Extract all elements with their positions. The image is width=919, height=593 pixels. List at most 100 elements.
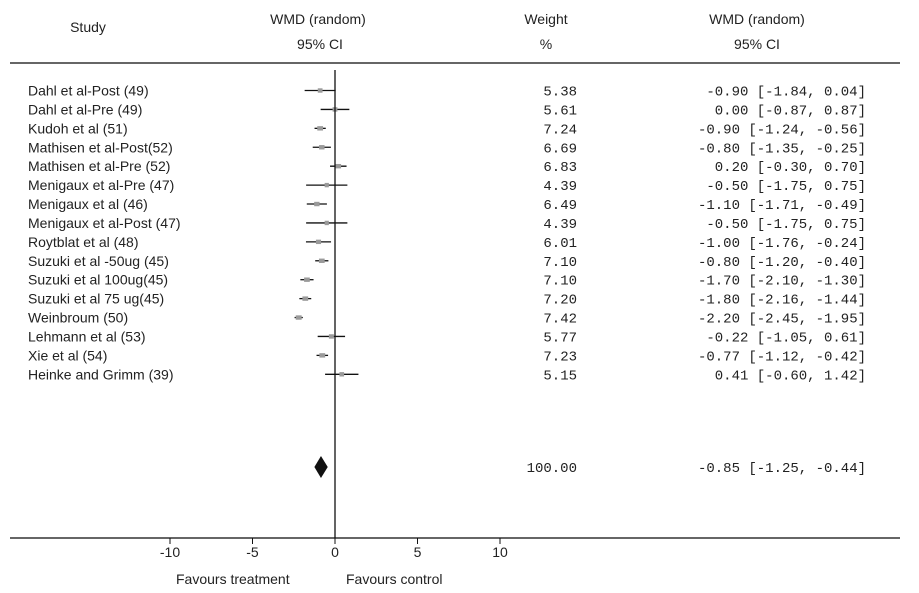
point-estimate-marker [304, 277, 310, 282]
weight-value: 7.24 [543, 122, 577, 138]
header-study: Study [70, 19, 106, 35]
wmd-ci-text: -2.20 [-2.45, -1.95] [698, 312, 866, 328]
pooled-row: 100.00 -0.85 [-1.25, -0.44] [314, 456, 866, 478]
point-estimate-marker [317, 126, 324, 131]
study-name: Dahl et al-Post (49) [28, 83, 149, 99]
study-name: Suzuki et al 75 ug(45) [28, 291, 164, 307]
wmd-ci-text: -0.90 [-1.24, -0.56] [698, 122, 866, 138]
wmd-ci-text: -0.80 [-1.35, -0.25] [698, 141, 866, 157]
weight-value: 6.49 [543, 198, 577, 214]
study-rows: Dahl et al-Post (49) 5.38 -0.90 [-1.84, 0.… [28, 83, 866, 478]
study-row: Suzuki et al 100ug(45) 7.10 -1.70 [-2.10, … [28, 272, 866, 290]
x-tick-label: 10 [492, 544, 508, 560]
point-estimate-marker [335, 163, 342, 169]
study-name: Suzuki et al -50ug (45) [28, 253, 169, 269]
study-row: Mathisen et al-Post(52) 6.69 -0.80 [-1.35,… [28, 139, 866, 157]
favours-treatment-label: Favours treatment [176, 571, 290, 587]
weight-value: 5.61 [543, 103, 577, 119]
pooled-diamond [314, 456, 328, 478]
study-row: Suzuki et al -50ug (45) 7.10 -0.80 [-1.20,… [28, 253, 866, 271]
weight-value: 7.20 [543, 293, 577, 309]
point-estimate-marker [314, 201, 320, 207]
study-name: Dahl et al-Pre (49) [28, 101, 142, 117]
study-name: Menigaux et al-Pre (47) [28, 177, 174, 193]
study-row: Lehmann et al (53) 5.77 -0.22 [-1.05, 0.61… [28, 328, 866, 346]
pooled-ci-text: -0.85 [-1.25, -0.44] [698, 461, 866, 477]
x-tick-label: 5 [414, 544, 422, 560]
point-estimate-marker [295, 315, 302, 320]
weight-value: 5.38 [543, 85, 577, 101]
weight-value: 6.83 [543, 160, 577, 176]
x-axis-ticks: -10 -5 0 5 10 [160, 538, 508, 560]
wmd-ci-text: -0.50 [-1.75, 0.75] [706, 217, 866, 233]
wmd-ci-text: -1.00 [-1.76, -0.24] [698, 236, 866, 252]
study-name: Menigaux et al (46) [28, 196, 148, 212]
point-estimate-marker [319, 353, 326, 358]
weight-value: 5.77 [543, 330, 577, 346]
study-name: Weinbroum (50) [28, 310, 128, 326]
study-name: Xie et al (54) [28, 347, 107, 363]
wmd-ci-text: -0.90 [-1.84, 0.04] [706, 85, 866, 101]
pooled-weight-value: 100.00 [527, 461, 577, 477]
point-estimate-marker [319, 145, 325, 150]
point-estimate-marker [315, 239, 322, 245]
wmd-ci-text: 0.20 [-0.30, 0.70] [715, 160, 866, 176]
wmd-ci-text: -1.10 [-1.71, -0.49] [698, 198, 866, 214]
study-row: Weinbroum (50) 7.42 -2.20 [-2.45, -1.95] [28, 310, 866, 328]
header-wmd-plot-line1: WMD (random) [270, 11, 366, 27]
header-weight-line1: Weight [524, 11, 567, 27]
study-row: Heinke and Grimm (39) 5.15 0.41 [-0.60, 1.… [28, 366, 866, 384]
point-estimate-marker [324, 220, 329, 226]
study-row: Kudoh et al (51) 7.24 -0.90 [-1.24, -0.56] [28, 120, 866, 138]
weight-value: 7.23 [543, 349, 577, 365]
study-name: Menigaux et al-Post (47) [28, 215, 181, 231]
study-name: Mathisen et al-Post(52) [28, 139, 173, 155]
study-name: Suzuki et al 100ug(45) [28, 272, 168, 288]
favours-control-label: Favours control [346, 571, 442, 587]
header-weight-line2: % [540, 36, 552, 52]
weight-value: 6.01 [543, 236, 577, 252]
weight-value: 5.15 [543, 368, 577, 384]
header-wmd-text-line1: WMD (random) [709, 11, 805, 27]
x-tick-label: -5 [246, 544, 259, 560]
wmd-ci-text: 0.00 [-0.87, 0.87] [715, 103, 866, 119]
study-name: Roytblat et al (48) [28, 234, 139, 250]
point-estimate-marker [339, 372, 345, 377]
wmd-ci-text: 0.41 [-0.60, 1.42] [715, 368, 866, 384]
weight-value: 4.39 [543, 179, 577, 195]
study-row: Mathisen et al-Pre (52) 6.83 0.20 [-0.30, … [28, 158, 866, 176]
study-name: Kudoh et al (51) [28, 120, 128, 136]
wmd-ci-text: -0.77 [-1.12, -0.42] [698, 349, 866, 365]
x-tick-label: 0 [331, 544, 339, 560]
weight-value: 7.10 [543, 255, 577, 271]
wmd-ci-text: -0.80 [-1.20, -0.40] [698, 255, 866, 271]
weight-value: 4.39 [543, 217, 577, 233]
study-name: Lehmann et al (53) [28, 328, 146, 344]
study-row: Menigaux et al-Post (47) 4.39 -0.50 [-1.75… [28, 215, 866, 233]
x-tick-label: -10 [160, 544, 180, 560]
study-row: Menigaux et al (46) 6.49 -1.10 [-1.71, -0.… [28, 196, 866, 214]
wmd-ci-text: -0.22 [-1.05, 0.61] [706, 330, 866, 346]
weight-value: 7.42 [543, 312, 577, 328]
point-estimate-marker [318, 258, 325, 263]
header-wmd-plot-line2: 95% CI [297, 36, 343, 52]
study-row: Dahl et al-Pre (49) 5.61 0.00 [-0.87, 0.87… [28, 101, 866, 119]
header-wmd-text-line2: 95% CI [734, 36, 780, 52]
wmd-ci-text: -1.70 [-2.10, -1.30] [698, 274, 866, 290]
weight-value: 6.69 [543, 141, 577, 157]
study-name: Mathisen et al-Pre (52) [28, 158, 170, 174]
point-estimate-marker [317, 88, 323, 93]
point-estimate-marker [302, 296, 309, 301]
study-row: Roytblat et al (48) 6.01 -1.00 [-1.76, -0.… [28, 234, 866, 252]
weight-value: 7.10 [543, 274, 577, 290]
study-row: Suzuki et al 75 ug(45) 7.20 -1.80 [-2.16, … [28, 291, 866, 309]
point-estimate-marker [324, 182, 329, 188]
study-name: Heinke and Grimm (39) [28, 366, 174, 382]
study-row: Menigaux et al-Pre (47) 4.39 -0.50 [-1.75,… [28, 177, 866, 195]
wmd-ci-text: -1.80 [-2.16, -1.44] [698, 293, 866, 309]
wmd-ci-text: -0.50 [-1.75, 0.75] [706, 179, 866, 195]
study-row: Dahl et al-Post (49) 5.38 -0.90 [-1.84, 0.… [28, 83, 866, 101]
point-estimate-marker [328, 334, 334, 339]
study-row: Xie et al (54) 7.23 -0.77 [-1.12, -0.42] [28, 347, 866, 365]
